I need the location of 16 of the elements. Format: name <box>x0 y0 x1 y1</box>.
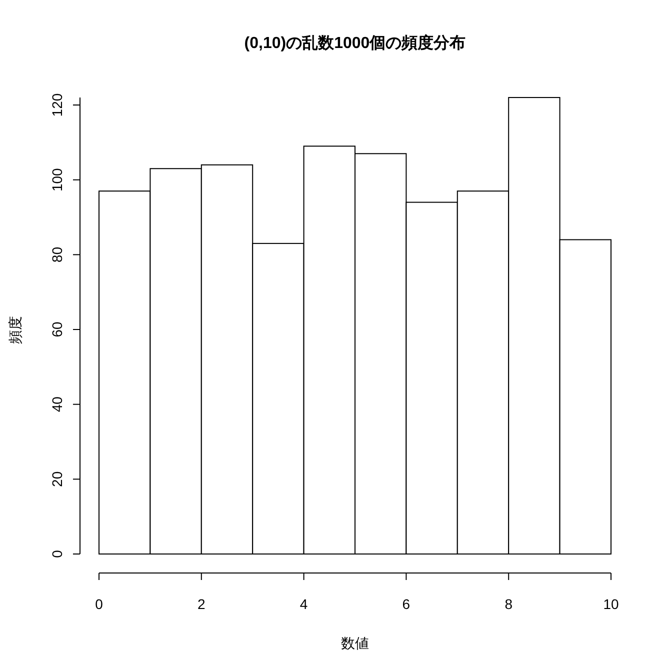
x-tick-label: 2 <box>198 596 206 612</box>
y-tick-label: 120 <box>49 93 65 117</box>
y-tick-label: 40 <box>49 396 65 412</box>
y-axis-title: 頻度 <box>7 316 23 344</box>
x-tick-label: 0 <box>95 596 104 612</box>
x-tick-label: 4 <box>300 596 308 612</box>
y-tick-label: 0 <box>49 550 65 558</box>
y-tick-label: 60 <box>49 322 65 338</box>
y-tick-label: 100 <box>49 168 65 192</box>
chart-title: (0,10)の乱数1000個の頻度分布 <box>244 33 466 52</box>
x-axis-title: 数値 <box>341 635 369 651</box>
y-tick-label: 20 <box>49 471 65 487</box>
x-tick-label: 8 <box>504 596 513 612</box>
y-tick-label: 80 <box>49 246 65 262</box>
x-tick-label: 10 <box>603 596 619 612</box>
x-tick-label: 6 <box>402 596 410 612</box>
